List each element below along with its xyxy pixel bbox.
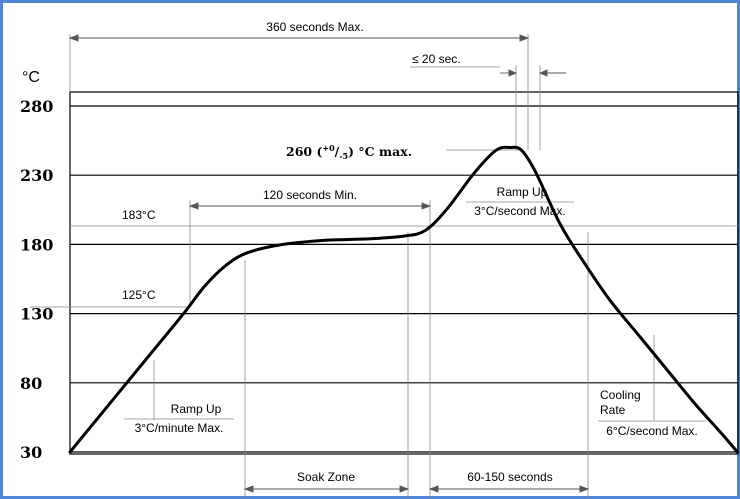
peak-time-label: ≤ 20 sec.	[412, 52, 461, 66]
y-tick-label-180: 180	[20, 235, 53, 254]
ref-label-125: 125°C	[122, 288, 156, 302]
total-time-label: 360 seconds Max.	[266, 20, 363, 34]
soak-min-label: 120 seconds Min.	[263, 188, 357, 202]
ramp-up-1-title: Ramp Up	[171, 402, 222, 416]
y-tick-label-130: 130	[20, 305, 53, 324]
reflow-time-label: 60-150 seconds	[467, 470, 552, 484]
cooling-rate-label: 6°C/second Max.	[606, 424, 698, 438]
cooling-title-1: Cooling	[600, 388, 641, 402]
peak-temp-label: 260 (+0/-5) °C max.	[286, 143, 412, 161]
y-tick-label-280: 280	[20, 97, 53, 116]
y-tick-label-230: 230	[20, 166, 53, 185]
y-tick-label-80: 80	[20, 374, 42, 393]
gridlines	[70, 105, 738, 453]
ramp-up-2-rate: 3°C/second Max.	[474, 204, 566, 218]
temperature-profile-line	[68, 145, 739, 454]
plot-area	[69, 91, 739, 455]
soak-zone-label: Soak Zone	[297, 470, 355, 484]
y-tick-label-30: 30	[20, 443, 42, 462]
annotation-rules	[124, 66, 706, 422]
ref-label-183: 183°C	[122, 208, 156, 222]
ramp-up-1-rate: 3°C/minute Max.	[135, 421, 224, 435]
cooling-title-2: Rate	[600, 403, 626, 417]
y-tick-labels: 280 230 180 130 80 30	[20, 97, 53, 462]
ramp-up-2-title: Ramp Up	[497, 185, 548, 199]
dimension-arrows	[68, 34, 590, 493]
vertical-markers	[69, 34, 655, 499]
y-axis-label: °C	[22, 69, 40, 86]
